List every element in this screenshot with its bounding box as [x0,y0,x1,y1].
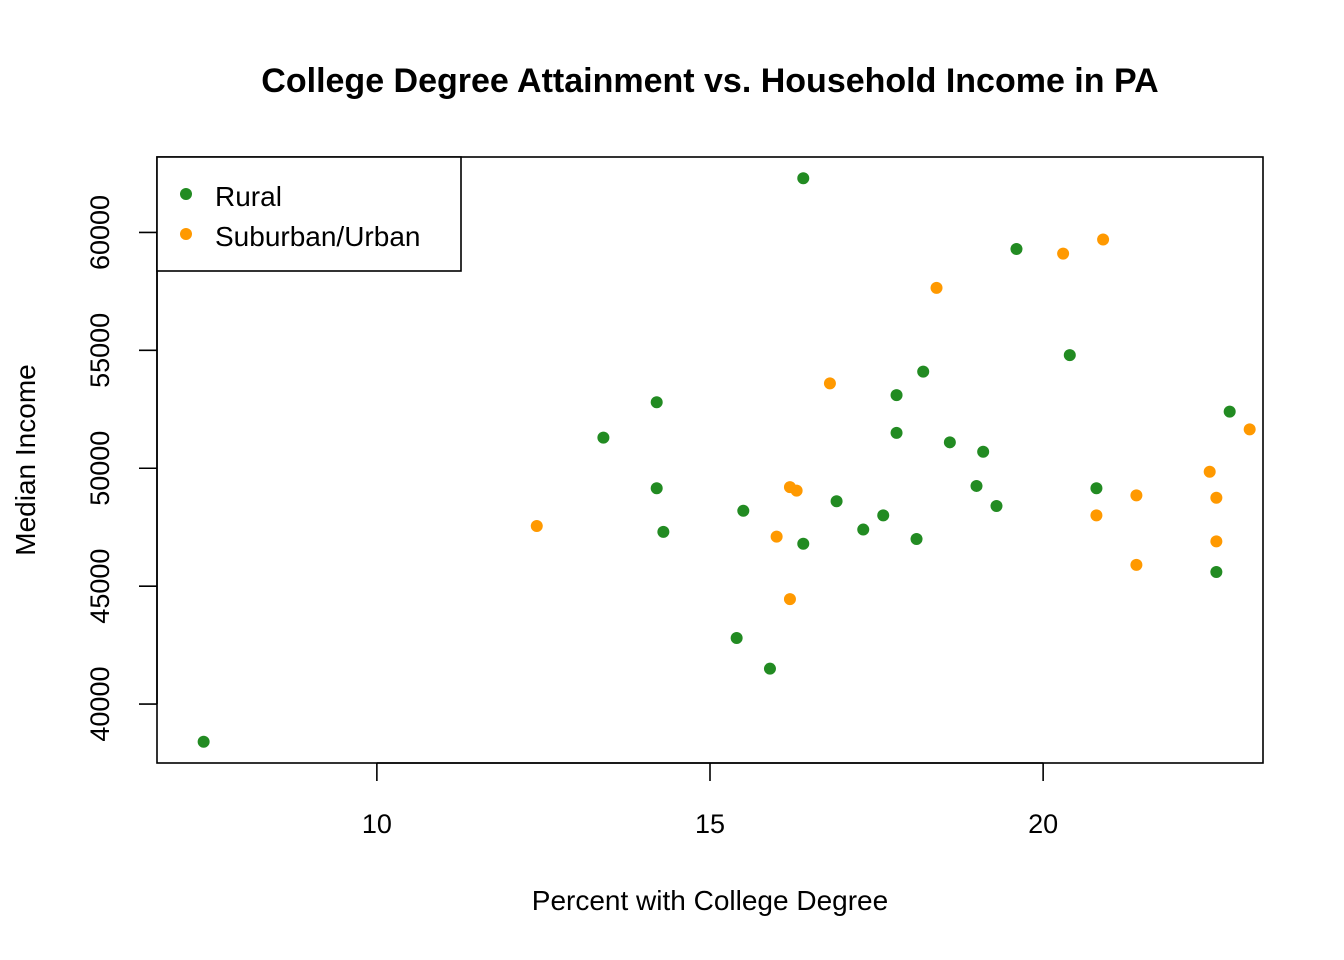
y-tick-label: 40000 [85,667,115,742]
point-suburban-urban [1057,247,1070,260]
point-rural [737,504,750,517]
point-rural [1210,566,1223,579]
point-suburban-urban [1210,491,1223,504]
chart-title: College Degree Attainment vs. Household … [261,62,1158,100]
point-rural [597,431,610,444]
point-rural [1010,242,1023,255]
point-rural [910,532,923,545]
point-suburban-urban [930,281,943,294]
point-suburban-urban [823,377,836,390]
point-rural [890,389,903,402]
point-rural [730,632,743,645]
x-tick-label: 15 [695,809,725,839]
legend-marker-rural [180,188,192,200]
y-axis: 40000 45000 50000 55000 60000 [85,195,158,742]
point-rural [797,172,810,185]
point-rural [917,365,930,378]
x-axis: 10 15 20 [362,762,1058,839]
legend-label-rural: Rural [215,181,282,212]
x-tick-label: 10 [362,809,392,839]
legend-box [156,156,462,272]
y-tick-label: 45000 [85,549,115,624]
point-suburban-urban [1090,509,1103,522]
point-suburban-urban [1203,465,1216,478]
legend-marker-suburban-urban [180,228,192,240]
point-rural [970,479,983,492]
x-axis-label: Percent with College Degree [532,885,888,916]
point-rural [857,523,870,536]
point-rural [977,445,990,458]
y-tick-label: 60000 [85,195,115,270]
point-rural [890,426,903,439]
point-suburban-urban [1130,489,1143,502]
point-suburban-urban [1210,535,1223,548]
x-tick-label: 20 [1028,809,1058,839]
legend: Rural Suburban/Urban [156,156,462,272]
point-rural [650,482,663,495]
point-suburban-urban [790,484,803,497]
point-rural [657,525,670,538]
data-points [197,172,1256,748]
point-rural [943,436,956,449]
point-suburban-urban [1130,558,1143,571]
point-rural [197,735,210,748]
y-tick-label: 55000 [85,313,115,388]
point-rural [797,537,810,550]
point-rural [650,396,663,409]
point-rural [1063,349,1076,362]
point-suburban-urban [770,530,783,543]
point-rural [830,495,843,508]
y-tick-label: 50000 [85,431,115,506]
point-suburban-urban [783,593,796,606]
point-suburban-urban [530,520,543,533]
point-rural [763,662,776,675]
point-suburban-urban [1097,233,1110,246]
point-rural [1223,405,1236,418]
point-rural [990,499,1003,512]
legend-label-suburban-urban: Suburban/Urban [215,221,420,252]
y-axis-label: Median Income [10,364,41,555]
point-rural [1090,482,1103,495]
point-suburban-urban [1243,423,1256,436]
point-rural [877,509,890,522]
